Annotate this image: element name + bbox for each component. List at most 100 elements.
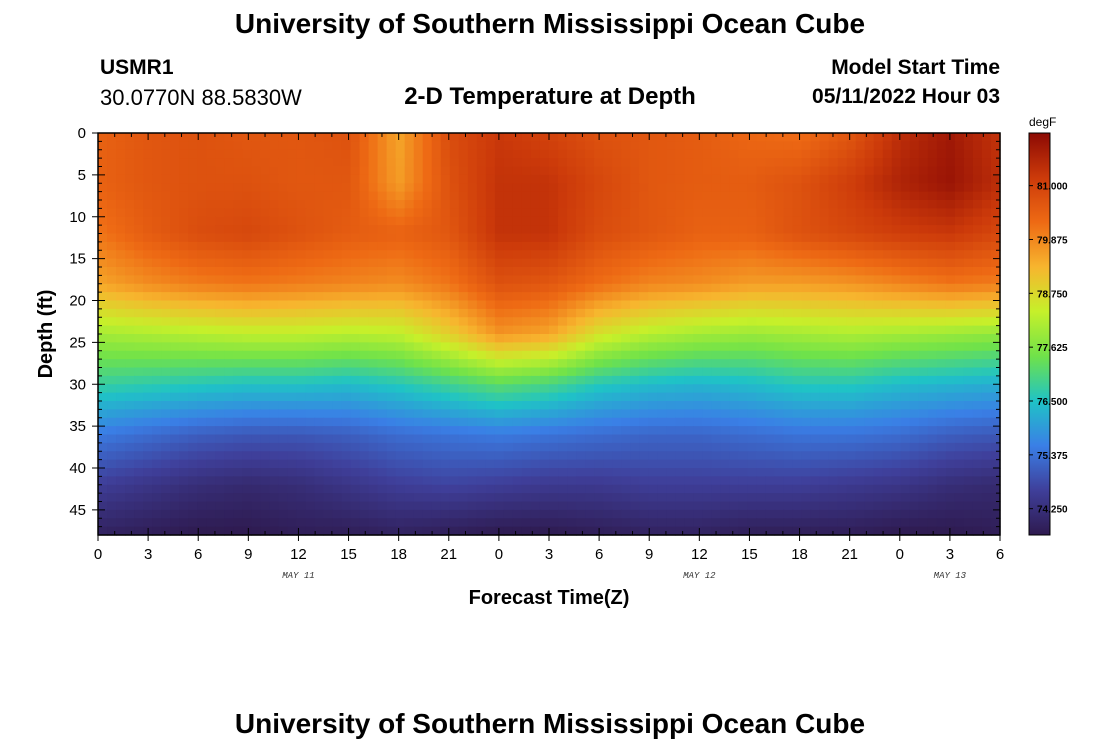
heatmap-cell bbox=[278, 501, 289, 511]
heatmap-cell bbox=[125, 191, 135, 201]
heatmap-cell bbox=[720, 141, 730, 151]
heatmap-cell bbox=[963, 501, 974, 511]
heatmap-cell bbox=[296, 233, 307, 243]
heatmap-cell bbox=[152, 216, 162, 226]
heatmap-cell bbox=[512, 267, 523, 276]
heatmap-cell bbox=[476, 342, 487, 352]
heatmap-cell bbox=[161, 334, 171, 343]
heatmap-cell bbox=[927, 334, 938, 343]
heatmap-cell bbox=[891, 292, 902, 302]
heatmap-cell bbox=[981, 409, 992, 419]
heatmap-cell bbox=[116, 375, 126, 385]
heatmap-cell bbox=[539, 191, 550, 201]
heatmap-cell bbox=[179, 409, 189, 419]
heatmap-cell bbox=[116, 350, 126, 360]
heatmap-cell bbox=[404, 308, 415, 318]
heatmap-cell bbox=[278, 241, 289, 251]
heatmap-cell bbox=[323, 275, 334, 285]
heatmap-cell bbox=[864, 459, 875, 469]
heatmap-cell bbox=[765, 342, 776, 352]
heatmap-cell bbox=[458, 359, 469, 369]
heatmap-cell bbox=[251, 384, 261, 394]
heatmap-cell bbox=[558, 317, 568, 327]
heatmap-cell bbox=[792, 434, 803, 444]
heatmap-cell bbox=[675, 350, 685, 360]
heatmap-cell bbox=[539, 442, 550, 452]
heatmap-cell bbox=[197, 292, 207, 302]
heatmap-cell bbox=[431, 241, 442, 251]
heatmap-cell bbox=[233, 459, 243, 469]
heatmap-cell bbox=[576, 317, 586, 327]
heatmap-cell bbox=[954, 342, 965, 352]
heatmap-cell bbox=[954, 283, 965, 293]
heatmap-cell bbox=[990, 208, 1001, 218]
heatmap-cell bbox=[332, 501, 343, 511]
heatmap-cell bbox=[828, 308, 839, 318]
heatmap-cell bbox=[621, 233, 631, 243]
heatmap-cell bbox=[431, 283, 442, 293]
heatmap-cell bbox=[981, 392, 992, 402]
heatmap-cell bbox=[503, 493, 514, 503]
heatmap-cell bbox=[819, 233, 830, 243]
heatmap-cell bbox=[900, 468, 911, 477]
heatmap-cell bbox=[269, 216, 279, 226]
heatmap-cell bbox=[630, 292, 640, 302]
heatmap-cell bbox=[783, 509, 794, 519]
heatmap-cell bbox=[125, 501, 135, 511]
heatmap-cell bbox=[783, 501, 794, 511]
heatmap-cell bbox=[909, 451, 920, 461]
heatmap-cell bbox=[323, 367, 334, 377]
heatmap-cell bbox=[512, 275, 523, 285]
heatmap-cell bbox=[539, 409, 550, 419]
heatmap-cell bbox=[512, 208, 523, 218]
heatmap-cell bbox=[747, 484, 758, 494]
heatmap-cell bbox=[188, 367, 198, 377]
heatmap-cell bbox=[161, 166, 171, 176]
heatmap-cell bbox=[539, 267, 550, 276]
heatmap-cell bbox=[702, 367, 712, 377]
heatmap-cell bbox=[792, 174, 803, 184]
heatmap-cell bbox=[918, 308, 929, 318]
heatmap-cell bbox=[323, 334, 334, 343]
heatmap-cell bbox=[413, 459, 424, 469]
heatmap-cell bbox=[323, 292, 334, 302]
heatmap-cell bbox=[945, 292, 956, 302]
heatmap-cell bbox=[215, 308, 225, 318]
heatmap-cell bbox=[639, 401, 649, 410]
heatmap-cell bbox=[747, 350, 758, 360]
heatmap-cell bbox=[792, 501, 803, 511]
heatmap-cell bbox=[756, 241, 767, 251]
heatmap-cell bbox=[476, 225, 487, 235]
heatmap-cell bbox=[936, 442, 947, 452]
heatmap-cell bbox=[521, 308, 532, 318]
heatmap-cell bbox=[125, 367, 135, 377]
heatmap-cell bbox=[215, 375, 225, 385]
heatmap-cell bbox=[152, 133, 162, 142]
heatmap-cell bbox=[98, 208, 108, 218]
heatmap-cell bbox=[756, 141, 767, 151]
heatmap-cell bbox=[422, 216, 433, 226]
heatmap-cell bbox=[116, 501, 126, 511]
heatmap-cell bbox=[215, 292, 225, 302]
heatmap-cell bbox=[972, 133, 983, 142]
heatmap-cell bbox=[377, 367, 388, 377]
heatmap-cell bbox=[377, 208, 388, 218]
heatmap-cell bbox=[792, 200, 803, 209]
heatmap-cell bbox=[639, 518, 649, 528]
heatmap-cell bbox=[224, 384, 234, 394]
heatmap-cell bbox=[530, 200, 541, 209]
heatmap-cell bbox=[585, 451, 595, 461]
heatmap-cell bbox=[287, 283, 298, 293]
heatmap-cell bbox=[792, 350, 803, 360]
heatmap-cell bbox=[675, 392, 685, 402]
heatmap-cell bbox=[98, 141, 108, 151]
heatmap-cell bbox=[188, 509, 198, 519]
heatmap-cell bbox=[945, 233, 956, 243]
heatmap-cell bbox=[756, 283, 767, 293]
heatmap-cell bbox=[774, 509, 785, 519]
heatmap-cell bbox=[756, 250, 767, 260]
heatmap-cell bbox=[585, 367, 595, 377]
heatmap-cell bbox=[810, 342, 821, 352]
heatmap-cell bbox=[756, 442, 767, 452]
heatmap-cell bbox=[179, 158, 189, 168]
